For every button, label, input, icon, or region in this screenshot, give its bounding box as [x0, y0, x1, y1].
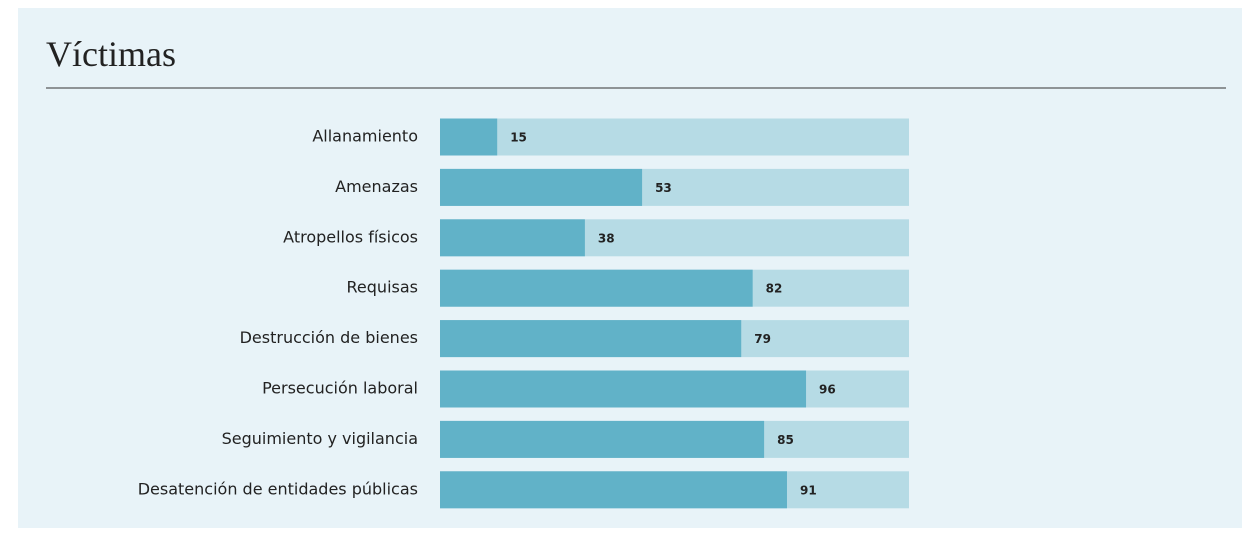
chart-title: Víctimas: [46, 34, 176, 74]
value-label: 91: [800, 483, 817, 497]
category-label: Seguimiento y vigilancia: [222, 429, 418, 448]
category-label: Desatención de entidades públicas: [138, 479, 418, 498]
bar: [440, 219, 585, 257]
bar-track: [440, 118, 909, 156]
category-label: Amenazas: [335, 177, 418, 196]
value-label: 38: [598, 231, 615, 245]
value-label: 15: [510, 131, 527, 145]
value-label: 79: [754, 332, 771, 346]
value-label: 53: [655, 181, 672, 195]
bar: [440, 320, 742, 358]
category-label: Persecución laboral: [262, 379, 418, 398]
category-label: Allanamiento: [312, 127, 418, 146]
bar: [440, 118, 498, 156]
bar: [440, 370, 807, 408]
bar: [440, 168, 643, 206]
bar: [440, 420, 765, 458]
category-label: Requisas: [347, 278, 418, 297]
value-label: 85: [777, 433, 794, 447]
category-label: Destrucción de bienes: [240, 328, 418, 347]
category-label: Atropellos físicos: [283, 227, 418, 246]
bar: [440, 269, 753, 307]
bar: [440, 471, 787, 509]
value-label: 96: [819, 383, 836, 397]
value-label: 82: [766, 282, 783, 296]
